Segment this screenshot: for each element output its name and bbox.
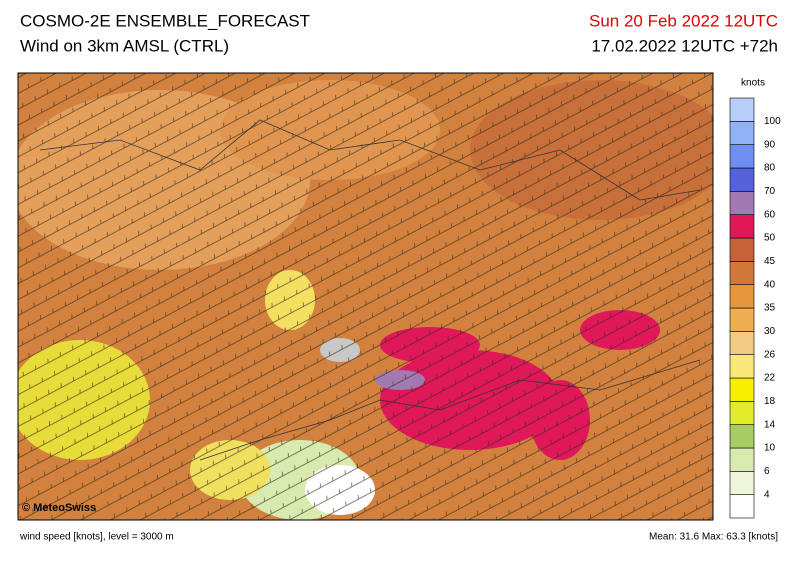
colorbar-box [729, 447, 755, 472]
credit: © MeteoSwiss [22, 502, 96, 514]
colorbar-box [729, 354, 755, 379]
footer-level: wind speed [knots], level = 3000 m [19, 532, 174, 543]
colorbar-box [729, 471, 755, 495]
colorbar-label: 26 [764, 349, 776, 360]
colorbar-box [729, 307, 755, 332]
colorbar-label: 18 [764, 396, 776, 407]
colorbar-box [729, 144, 755, 169]
subtitle: Wind on 3km AMSL (CTRL) [20, 36, 229, 55]
colorbar-box [729, 494, 755, 519]
colorbar-label: 90 [764, 139, 776, 150]
colorbar-label: 10 [764, 443, 776, 454]
map [18, 73, 713, 520]
colorbar-label: 35 [764, 303, 776, 314]
colorbar-label: 40 [764, 279, 776, 290]
colorbar-box [729, 401, 755, 425]
colorbar-box [729, 377, 755, 402]
colorbar-label: 4 [764, 489, 770, 500]
colorbar-box [729, 237, 755, 262]
colorbar-box [729, 331, 755, 355]
colorbar-box [729, 214, 755, 239]
colorbar-label: 50 [764, 233, 776, 244]
colorbar-box [729, 97, 755, 122]
colorbar-label: 30 [764, 326, 776, 337]
run-time: 17.02.2022 12UTC +72h [591, 36, 778, 55]
colorbar-label: 45 [764, 256, 776, 267]
valid-time: Sun 20 Feb 2022 12UTC [589, 11, 778, 30]
colorbar-box [729, 191, 755, 215]
colorbar-label: 22 [764, 373, 776, 384]
colorbar-unit: knots [741, 78, 765, 89]
colorbar-box [729, 424, 755, 449]
colorbar-box [729, 167, 755, 192]
colorbar-label: 60 [764, 209, 776, 220]
colorbar-box [729, 261, 755, 285]
colorbar-label: 70 [764, 186, 776, 197]
colorbar-label: 80 [764, 163, 776, 174]
colorbar-box [729, 121, 755, 145]
title: COSMO-2E ENSEMBLE_FORECAST [20, 11, 310, 30]
colorbar-box [729, 284, 755, 309]
colorbar-label: 100 [764, 116, 781, 127]
colorbar: 4 6 10 14 18 22 26 30 35 40 45 50 60 70 80 90 100 [729, 97, 781, 519]
colorbar-label: 6 [764, 466, 770, 477]
map-frame [17, 72, 714, 521]
footer-stats: Mean: 31.6 Max: 63.3 [knots] [649, 532, 778, 543]
colorbar-label: 14 [764, 419, 776, 430]
